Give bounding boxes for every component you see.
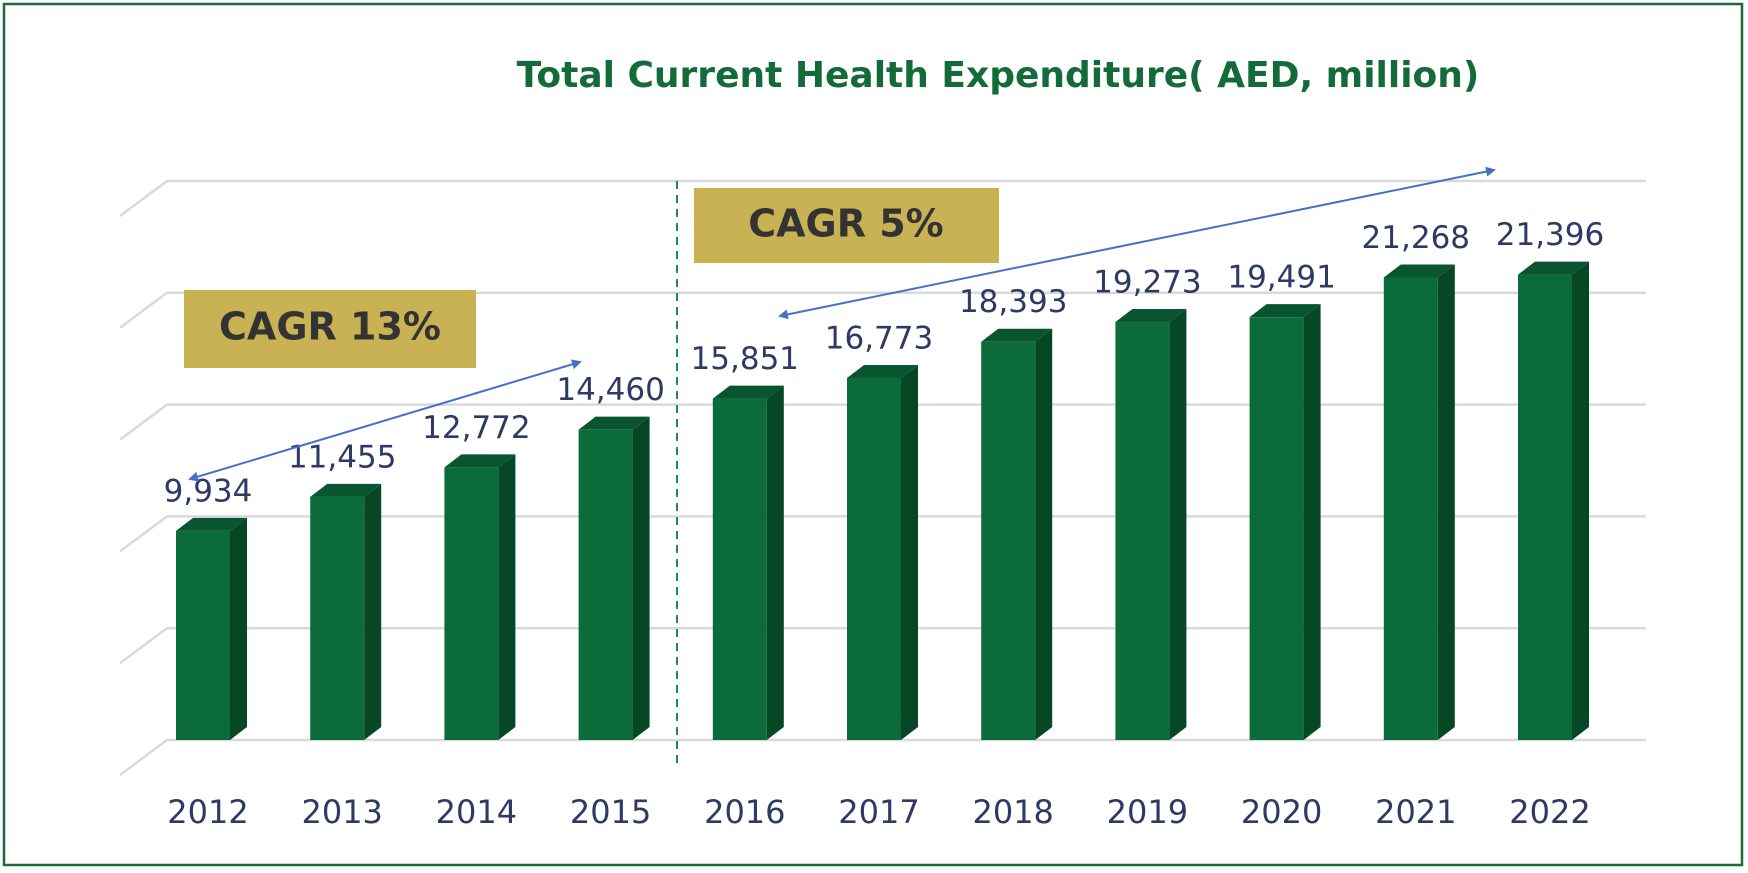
value-label: 14,460 <box>556 372 664 408</box>
value-label: 9,934 <box>164 473 253 509</box>
bar-side <box>364 483 382 740</box>
bar-top <box>578 416 650 430</box>
bar <box>847 377 901 740</box>
x-tick-label: 2012 <box>167 793 248 831</box>
bar-side <box>1035 328 1053 740</box>
bar-side <box>1303 304 1321 740</box>
bar <box>176 530 230 740</box>
trend-arrow <box>188 359 582 482</box>
bar-side <box>498 454 516 740</box>
x-tick-label: 2020 <box>1241 793 1322 831</box>
bar-side <box>230 517 247 740</box>
bar-top <box>1518 261 1589 275</box>
bar <box>444 467 499 740</box>
bar <box>712 398 767 740</box>
bar-top <box>176 517 247 531</box>
bar <box>1383 277 1438 740</box>
value-label: 19,273 <box>1093 265 1201 301</box>
value-label: 18,393 <box>959 284 1067 320</box>
x-tick-label: 2018 <box>972 793 1053 831</box>
bar-side <box>1572 261 1589 740</box>
value-label: 16,773 <box>825 320 933 356</box>
bar-side <box>766 385 784 740</box>
bar <box>1249 317 1304 740</box>
bar <box>310 496 365 740</box>
bar-side <box>1169 309 1187 740</box>
x-tick-label: 2015 <box>570 793 651 831</box>
value-label: 19,491 <box>1227 260 1335 296</box>
bar <box>578 429 633 740</box>
cagr-box <box>184 290 476 368</box>
trend-arrow <box>778 166 1496 320</box>
x-tick-label: 2013 <box>301 793 382 831</box>
bar <box>981 341 1036 740</box>
bar-top <box>847 364 918 378</box>
x-tick-label: 2019 <box>1107 793 1188 831</box>
bar-top <box>310 483 382 497</box>
x-tick-label: 2022 <box>1509 793 1590 831</box>
x-tick-label: 2021 <box>1375 793 1456 831</box>
value-label: 21,396 <box>1496 217 1604 253</box>
x-tick-label: 2016 <box>704 793 785 831</box>
value-label: 12,772 <box>422 410 530 446</box>
grid-line <box>119 738 1646 777</box>
value-label: 15,851 <box>691 341 799 377</box>
bar-side <box>632 416 650 740</box>
bar-top <box>712 385 784 399</box>
bar <box>1115 322 1170 740</box>
chart-title: Total Current Health Expenditure( AED, m… <box>517 55 1480 96</box>
bars: 9,934201211,455201312,772201414,46020151… <box>164 217 1605 831</box>
bar-side <box>1437 264 1455 740</box>
bar-side <box>901 364 918 740</box>
bar <box>1518 274 1572 740</box>
x-tick-label: 2017 <box>838 793 919 831</box>
x-tick-label: 2014 <box>436 793 517 831</box>
annotation: CAGR 5% <box>748 202 944 246</box>
bar-top <box>981 328 1053 342</box>
annotation: CAGR 13% <box>219 305 441 349</box>
value-label: 21,268 <box>1362 220 1470 256</box>
